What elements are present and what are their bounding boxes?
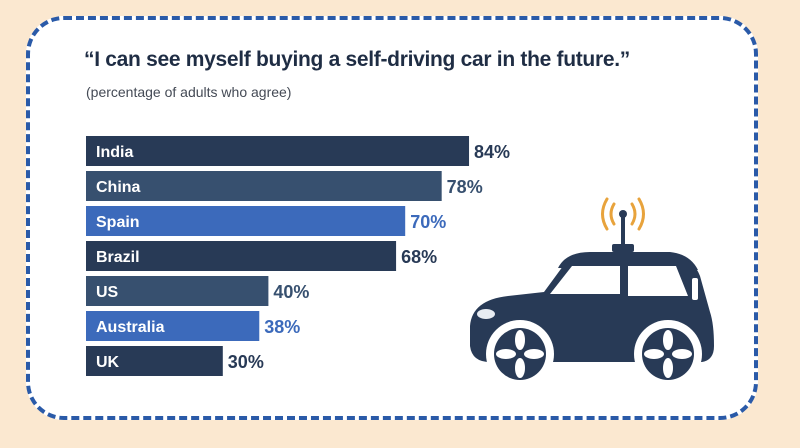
bar-china	[86, 171, 442, 201]
chart-subtitle: (percentage of adults who agree)	[86, 84, 292, 100]
value-label-uk: 30%	[228, 352, 264, 372]
bar-australia	[86, 311, 260, 341]
value-label-spain: 70%	[410, 212, 446, 232]
bar-label-australia: Australia	[96, 319, 165, 336]
value-label-us: 40%	[273, 282, 309, 302]
bar-india	[86, 136, 470, 166]
bar-label-uk: UK	[96, 354, 120, 371]
bar-label-us: US	[96, 284, 119, 301]
bar-us	[86, 276, 269, 306]
bar-brazil	[86, 241, 397, 271]
value-label-australia: 38%	[264, 317, 300, 337]
bar-label-brazil: Brazil	[96, 249, 140, 266]
chart-title: “I can see myself buying a self-driving …	[84, 48, 630, 71]
bar-spain	[86, 206, 406, 236]
bar-uk	[86, 346, 223, 376]
bar-label-spain: Spain	[96, 214, 140, 231]
bar-label-china: China	[96, 179, 141, 196]
value-label-brazil: 68%	[401, 247, 437, 267]
bar-label-india: India	[96, 144, 133, 161]
value-label-china: 78%	[447, 177, 483, 197]
value-label-india: 84%	[474, 142, 510, 162]
self-driving-car-icon	[470, 197, 714, 388]
